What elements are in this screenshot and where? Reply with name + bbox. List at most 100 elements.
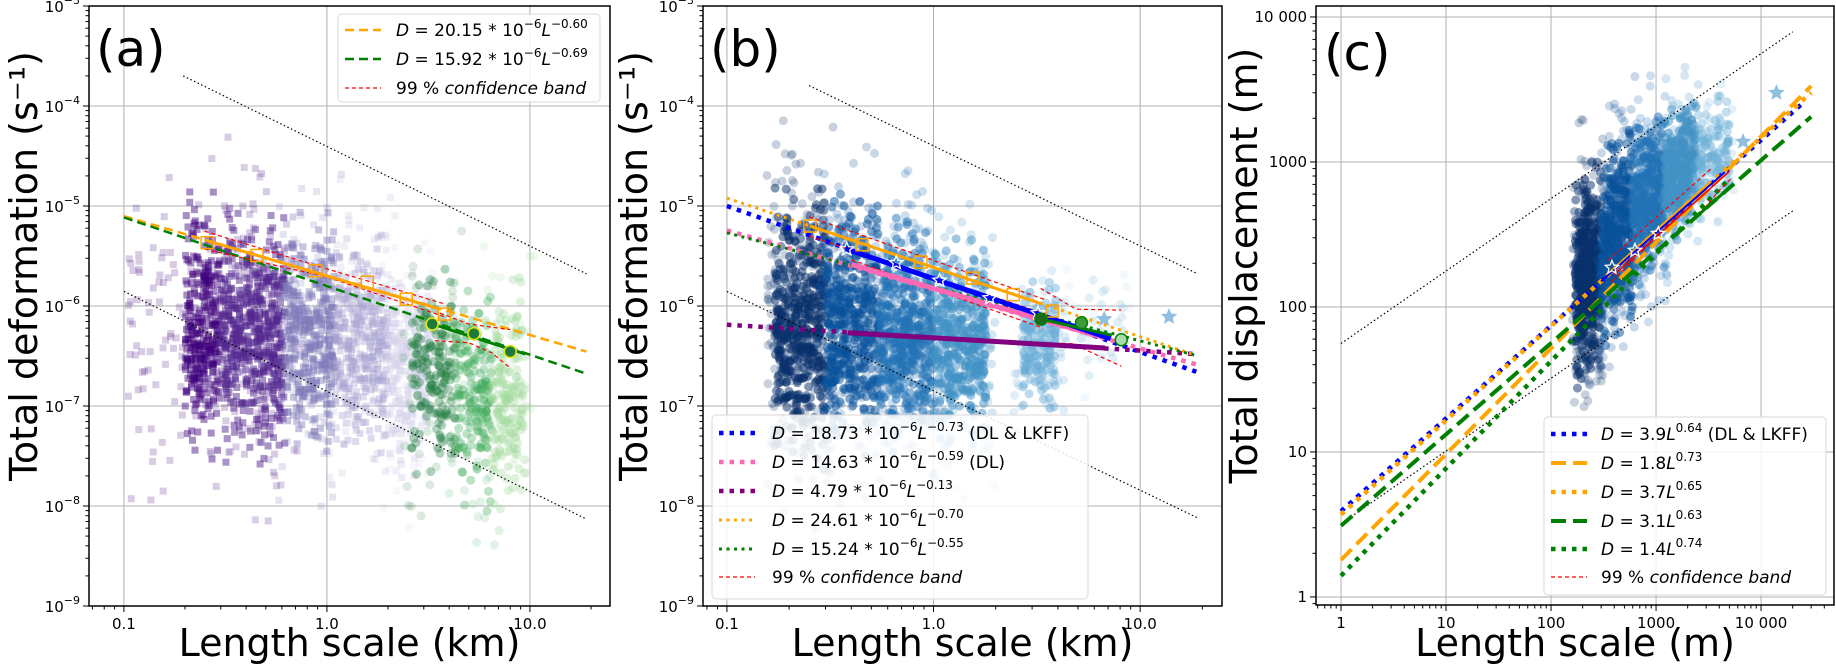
scatter-point bbox=[289, 393, 297, 401]
scatter-point bbox=[320, 297, 328, 305]
scatter-point bbox=[526, 404, 536, 414]
scatter-point bbox=[307, 327, 315, 335]
scatter-point bbox=[277, 291, 285, 299]
scatter-point bbox=[215, 260, 223, 268]
scatter-point bbox=[338, 342, 346, 350]
scatter-point bbox=[343, 373, 351, 381]
scatter-point bbox=[267, 378, 275, 386]
scatter-point bbox=[191, 407, 199, 415]
scatter-point bbox=[360, 382, 368, 390]
scatter-point bbox=[285, 286, 293, 294]
scatter-point bbox=[499, 415, 509, 425]
scatter-point bbox=[296, 307, 304, 315]
scatter-point bbox=[414, 449, 424, 459]
scatter-point bbox=[318, 435, 326, 443]
scatter-point bbox=[416, 401, 426, 411]
scatter-point bbox=[511, 331, 521, 341]
scatter-point bbox=[257, 335, 265, 343]
scatter-point bbox=[270, 300, 278, 308]
scatter-point bbox=[446, 431, 456, 441]
scatter-point bbox=[418, 454, 426, 462]
scatter-point bbox=[280, 255, 288, 263]
scatter-point bbox=[392, 425, 400, 433]
scatter-point bbox=[342, 379, 350, 387]
scatter-point bbox=[299, 243, 307, 251]
scatter-point bbox=[855, 197, 865, 207]
scatter-point bbox=[198, 354, 206, 362]
scatter-point bbox=[392, 364, 400, 372]
scatter-point bbox=[494, 389, 504, 399]
scatter-point bbox=[426, 345, 434, 353]
scatter-point bbox=[318, 321, 326, 329]
scatter-point bbox=[190, 252, 198, 260]
scatter-point bbox=[498, 380, 508, 390]
scatter-point bbox=[187, 279, 195, 287]
scatter-point bbox=[192, 365, 200, 373]
scatter-point bbox=[234, 322, 242, 330]
scatter-point bbox=[507, 382, 517, 392]
scatter-point bbox=[315, 284, 323, 292]
scatter-point bbox=[364, 301, 372, 309]
scatter-point bbox=[422, 411, 432, 421]
scatter-point bbox=[473, 384, 483, 394]
scatter-point bbox=[415, 372, 423, 380]
scatter-point bbox=[266, 227, 274, 235]
scatter-point bbox=[852, 391, 862, 401]
scatter-point bbox=[337, 369, 345, 377]
scatter-point bbox=[394, 394, 402, 402]
scatter-point bbox=[242, 378, 250, 386]
scatter-point bbox=[207, 449, 215, 457]
scatter-point bbox=[312, 376, 320, 384]
scatter-point bbox=[890, 283, 900, 293]
scatter-point bbox=[408, 418, 416, 426]
scatter-point bbox=[197, 319, 205, 327]
scatter-point bbox=[250, 384, 258, 392]
scatter-point bbox=[319, 276, 327, 284]
scatter-point bbox=[453, 389, 463, 399]
scatter-point bbox=[208, 272, 216, 280]
scatter-point bbox=[278, 317, 286, 325]
scatter-point bbox=[320, 257, 328, 265]
scatter-point bbox=[477, 344, 487, 354]
scatter-point bbox=[223, 248, 231, 256]
scatter-point bbox=[409, 360, 417, 368]
scatter-point bbox=[315, 284, 323, 292]
scatter-point bbox=[440, 264, 450, 274]
scatter-point bbox=[164, 274, 172, 282]
scatter-point bbox=[849, 158, 859, 168]
scatter-point bbox=[310, 345, 318, 353]
scatter-point bbox=[423, 469, 431, 477]
scatter-point bbox=[433, 443, 443, 453]
scatter-point bbox=[323, 344, 331, 352]
scatter-point bbox=[236, 311, 244, 319]
scatter-point bbox=[308, 340, 316, 348]
scatter-point bbox=[479, 365, 489, 375]
scatter-point bbox=[308, 372, 316, 380]
scatter-point bbox=[404, 401, 412, 409]
scatter-point bbox=[262, 406, 270, 414]
scatter-point bbox=[191, 222, 199, 230]
scatter-point bbox=[356, 419, 364, 427]
scatter-point bbox=[299, 391, 307, 399]
scatter-point bbox=[159, 279, 167, 287]
scatter-point bbox=[372, 304, 380, 312]
scatter-point bbox=[471, 354, 481, 364]
scatter-point bbox=[419, 415, 427, 423]
scatter-point bbox=[214, 350, 222, 358]
scatter-point bbox=[491, 377, 501, 387]
scatter-point bbox=[292, 408, 300, 416]
scatter-point bbox=[502, 399, 512, 409]
scatter-point bbox=[264, 517, 272, 525]
scatter-point bbox=[431, 347, 441, 357]
scatter-point bbox=[293, 380, 301, 388]
scatter-point bbox=[472, 537, 482, 547]
scatter-point bbox=[394, 386, 402, 394]
scatter-point bbox=[869, 230, 879, 240]
scatter-point bbox=[902, 361, 912, 371]
scatter-point bbox=[187, 343, 195, 351]
scatter-point bbox=[439, 384, 449, 394]
scatter-point bbox=[839, 201, 849, 211]
scatter-point bbox=[328, 400, 336, 408]
scatter-point bbox=[517, 389, 527, 399]
scatter-point bbox=[310, 366, 318, 374]
